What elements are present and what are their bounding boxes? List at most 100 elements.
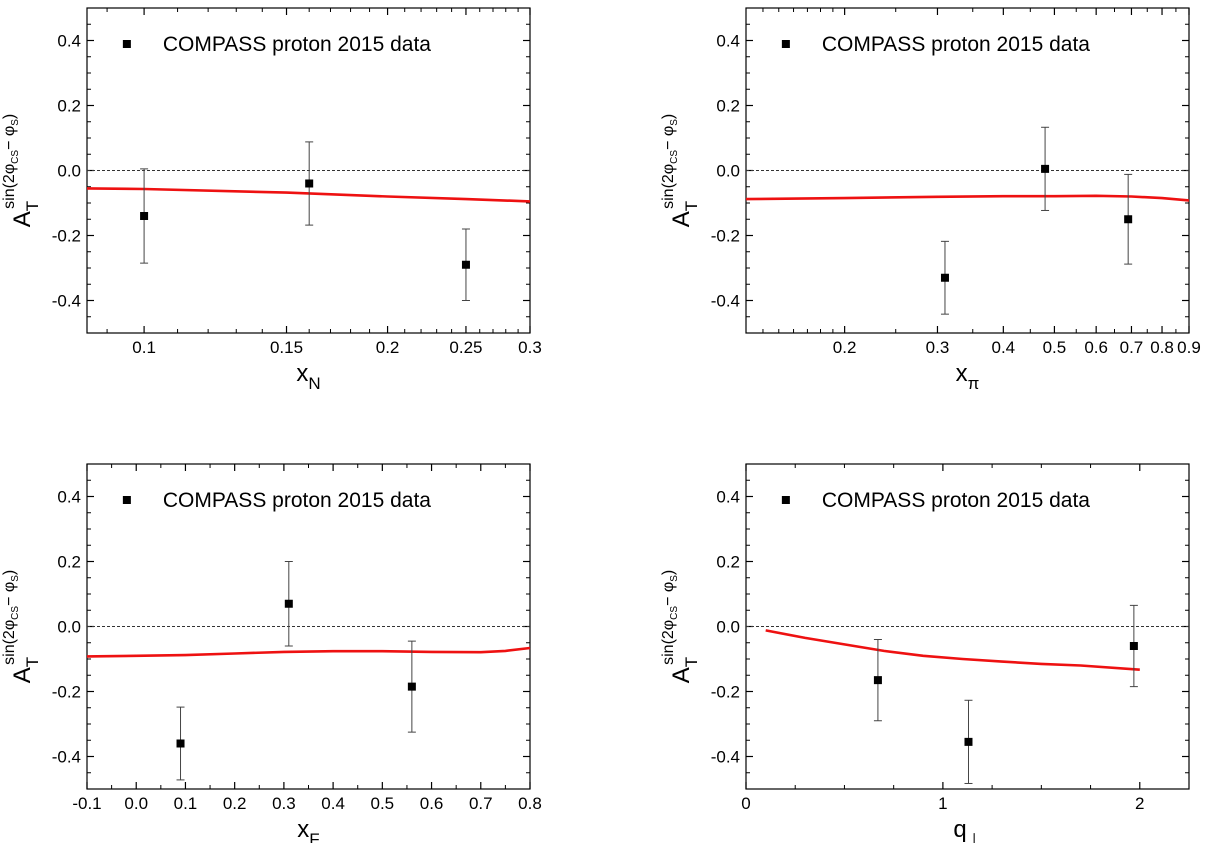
y-axis-label-subscript: T xyxy=(682,201,701,211)
x-tick-label: 0.2 xyxy=(223,794,247,813)
legend-label: COMPASS proton 2015 data xyxy=(163,489,431,512)
model-curve xyxy=(86,187,531,203)
x-axis-label-main: q xyxy=(953,816,966,843)
y-axis-label-subscript: T xyxy=(682,657,701,667)
legend-marker xyxy=(122,40,131,48)
y-axis-label-s: S xyxy=(10,575,21,582)
x-axis-label-subscript: ⊥ xyxy=(967,830,982,843)
y-axis-label-cs: CS xyxy=(669,606,680,620)
data-point xyxy=(407,682,416,691)
data-point xyxy=(140,212,149,220)
y-axis-label-cs: CS xyxy=(669,150,680,164)
x-axis-label: q⊥ xyxy=(953,816,981,843)
x-tick-label: 0.3 xyxy=(518,338,542,357)
x-tick-label: 0.5 xyxy=(1043,338,1067,357)
y-axis-label-superscript-rest: − φ xyxy=(660,126,677,150)
y-axis-label-superscript: sin(2φ xyxy=(1,164,18,209)
y-tick-label: 0.0 xyxy=(716,618,740,637)
data-point xyxy=(1124,215,1133,224)
x-tick-label: 0.8 xyxy=(518,794,542,813)
y-tick-label: 0.4 xyxy=(57,32,81,51)
y-axis-label-superscript-rest: − φ xyxy=(660,582,677,606)
y-tick-label: -0.4 xyxy=(711,748,740,767)
y-axis-label-superscript: sin(2φ xyxy=(1,620,18,665)
x-tick-label: 1 xyxy=(938,794,947,813)
model-curve xyxy=(86,646,531,658)
y-axis-label-superscript-rest: − φ xyxy=(1,126,18,150)
y-axis-label-superscript-rest: − φ xyxy=(1,582,18,606)
x-axis-label-subscript: F xyxy=(309,830,319,843)
model-curve xyxy=(765,629,1140,671)
y-tick-label: 0.4 xyxy=(57,488,81,507)
y-axis-label-close: ) xyxy=(1,114,18,119)
chart-panel-3: -0.4 -0.2 0.0 0.2 0.4 -0.1 0.0 0.1 0.2 0.3 0.4 0.5 0… xyxy=(1,463,542,843)
x-axis-label: xF xyxy=(297,816,319,843)
y-axis-label-close: ) xyxy=(1,570,18,575)
y-axis-label-s: S xyxy=(669,119,680,126)
y-axis-label-superscript: sin(2φ xyxy=(660,620,677,665)
x-axis-label-main: x xyxy=(296,360,308,387)
x-tick-label: 0.15 xyxy=(270,338,303,357)
y-tick-label: 0.4 xyxy=(716,488,740,507)
y-tick-label: 0.2 xyxy=(57,553,81,572)
chart-panel-4: -0.4 -0.2 0.0 0.2 0.4 0 1 2 COMPASS proton 2015 … xyxy=(660,463,1190,843)
x-tick-label: 0 xyxy=(741,794,750,813)
x-axis-label-subscript: π xyxy=(968,374,980,393)
x-tick-label: 0.3 xyxy=(926,338,950,357)
x-tick-label: 0.6 xyxy=(1084,338,1108,357)
x-axis-label: xN xyxy=(296,360,320,393)
x-axis-label-main: x xyxy=(297,816,309,843)
legend-marker xyxy=(781,496,790,504)
data-point xyxy=(940,273,949,282)
y-axis-label-main: A xyxy=(9,211,36,227)
legend-marker xyxy=(122,496,131,504)
y-axis-label: ATsin(2φCS− φS) xyxy=(660,570,701,684)
y-axis-label-close: ) xyxy=(660,114,677,119)
legend-marker xyxy=(781,40,790,48)
x-tick-label: 0.8 xyxy=(1150,338,1174,357)
x-tick-label: 0.0 xyxy=(124,794,148,813)
y-axis-label-main: A xyxy=(668,667,695,683)
y-axis-label: ATsin(2φCS− φS) xyxy=(660,114,701,228)
x-axis-label-main: x xyxy=(956,360,968,387)
y-axis-label-s: S xyxy=(10,119,21,126)
y-tick-label: -0.4 xyxy=(52,748,81,767)
chart-panel-1: -0.4 -0.2 0.0 0.2 0.4 0.1 0.15 0.2 0.25 0.3 COMPAS… xyxy=(1,7,542,393)
y-tick-label: -0.4 xyxy=(52,292,81,311)
x-axis-label-subscript: N xyxy=(308,374,320,393)
y-tick-label: 0.2 xyxy=(716,553,740,572)
data-point xyxy=(1041,164,1050,173)
x-tick-label: 0.5 xyxy=(371,794,395,813)
x-tick-label: 0.7 xyxy=(469,794,493,813)
x-tick-label: 0.1 xyxy=(174,794,198,813)
legend-label: COMPASS proton 2015 data xyxy=(822,489,1090,512)
y-axis-label: ATsin(2φCS− φS) xyxy=(1,114,42,228)
chart-panel-2: -0.4 -0.2 0.0 0.2 0.4 0.2 0.3 0.4 0.5 0.6 0.7 0.8 0.… xyxy=(660,7,1201,393)
x-tick-label: 0.2 xyxy=(833,338,857,357)
x-axis-label: xπ xyxy=(956,360,980,393)
y-axis-label-main: A xyxy=(668,211,695,227)
y-axis-label-main: A xyxy=(9,667,36,683)
y-tick-label: 0.2 xyxy=(716,97,740,116)
y-tick-label: -0.2 xyxy=(52,683,81,702)
data-point xyxy=(1129,642,1138,650)
y-tick-label: 0.2 xyxy=(57,97,81,116)
y-axis-label-cs: CS xyxy=(10,150,21,164)
data-point xyxy=(284,599,293,608)
data-point xyxy=(873,676,882,685)
y-axis-label-subscript: T xyxy=(23,657,42,667)
x-tick-label: 0.2 xyxy=(376,338,400,357)
x-tick-label: 0.7 xyxy=(1120,338,1144,357)
y-axis-label-close: ) xyxy=(660,570,677,575)
data-point xyxy=(461,260,470,269)
y-tick-label: -0.4 xyxy=(711,292,740,311)
y-axis-label-s: S xyxy=(669,575,680,582)
data-point xyxy=(964,737,973,746)
x-tick-label: 0.25 xyxy=(449,338,482,357)
x-tick-label: 0.9 xyxy=(1177,338,1201,357)
y-axis-label: ATsin(2φCS− φS) xyxy=(1,570,42,684)
y-tick-label: 0.4 xyxy=(716,32,740,51)
model-curve xyxy=(745,194,1190,202)
x-tick-label: 0.4 xyxy=(992,338,1016,357)
